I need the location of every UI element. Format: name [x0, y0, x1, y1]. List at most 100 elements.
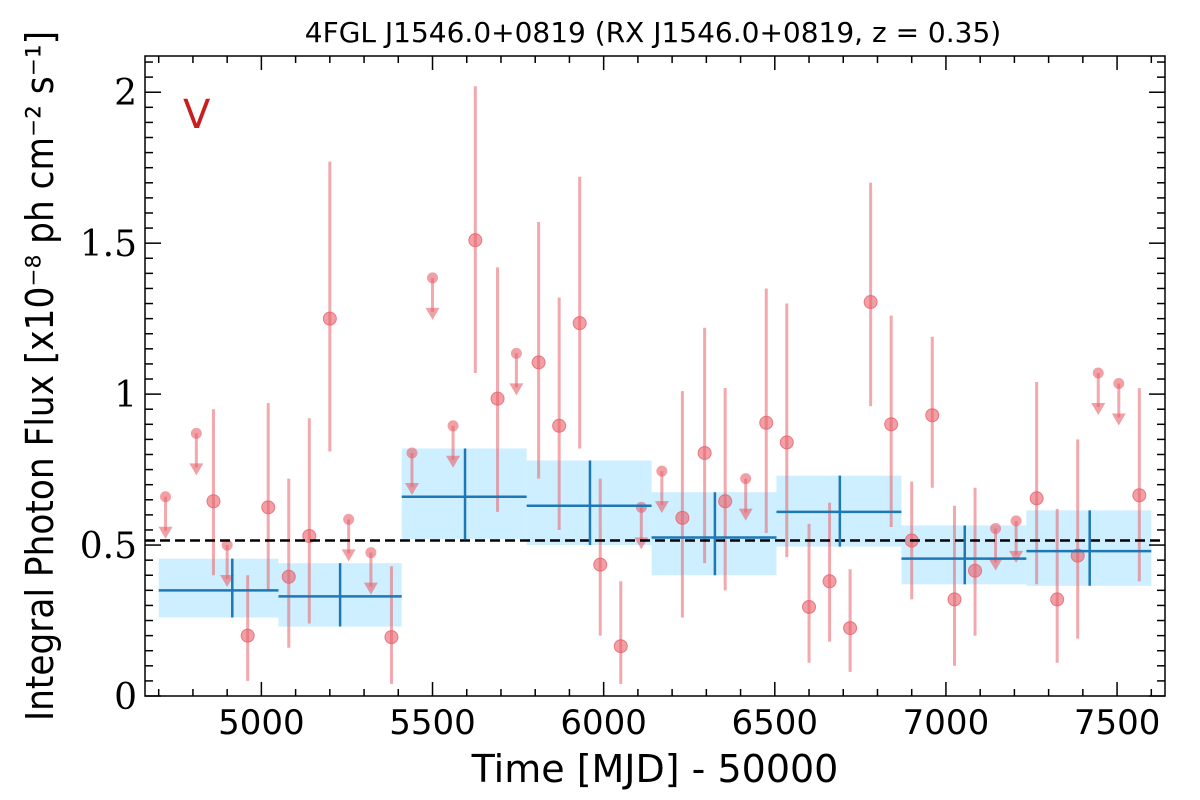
data-point: [925, 408, 940, 423]
y-tick-label: 0.5: [80, 526, 137, 567]
upper-limit-marker: [990, 522, 1002, 534]
data-point-group: [802, 523, 817, 663]
y-axis-label: Integral Photon Flux [x10⁻⁸ ph cm⁻² s⁻¹]: [18, 31, 62, 721]
data-point-group: [925, 336, 940, 488]
upper-limit-group: [446, 420, 461, 468]
data-point-group: [779, 303, 794, 558]
data-point: [261, 500, 276, 515]
data-point-group: [206, 409, 221, 576]
measurements-layer: [206, 86, 1147, 684]
data-point: [1029, 491, 1044, 506]
y-tick-labels: 0 0.5 1 1.5 2: [80, 73, 137, 718]
data-point-group: [947, 505, 962, 666]
data-point-group: [490, 267, 505, 512]
upper-limit-arrow: [158, 526, 173, 539]
x-tick-label: 7000: [903, 703, 990, 743]
bin-group: [401, 448, 527, 540]
upper-limit-marker: [343, 513, 355, 525]
upper-limit-group: [425, 272, 440, 320]
data-point: [322, 311, 337, 326]
bin-group: [158, 558, 279, 618]
upper-limit-group: [738, 473, 753, 521]
data-point-group: [613, 581, 628, 684]
data-point: [384, 630, 399, 645]
upper-limit-marker: [1113, 378, 1125, 390]
upper-limit-marker: [447, 420, 459, 432]
data-point-group: [675, 391, 690, 618]
upper-limit-marker: [656, 465, 668, 477]
data-point: [968, 563, 983, 578]
data-point: [593, 557, 608, 572]
data-point-group: [843, 569, 858, 672]
data-point-group: [240, 575, 255, 681]
bin-group: [651, 492, 777, 576]
data-point-group: [968, 487, 983, 636]
x-tick-label: 5500: [389, 703, 476, 743]
data-point-group: [322, 161, 337, 452]
upper-limit-arrow: [341, 549, 356, 562]
data-point-group: [261, 403, 276, 591]
upper-limit-arrow: [1091, 402, 1106, 415]
upper-limit-arrow: [446, 455, 461, 468]
upper-limit-marker: [1010, 515, 1022, 527]
data-point-group: [863, 182, 878, 407]
data-point: [1132, 488, 1147, 503]
upper-limit-arrow: [1009, 550, 1024, 563]
bin-box: [158, 558, 279, 618]
plot-frame: [144, 55, 1166, 697]
data-point: [468, 233, 483, 248]
upper-limit-marker: [365, 547, 377, 559]
data-point: [206, 494, 221, 509]
upper-limit-arrow: [220, 575, 235, 588]
upper-limit-marker: [406, 447, 418, 459]
upper-limit-arrow: [404, 482, 419, 495]
upper-limit-arrow: [654, 501, 669, 514]
upper-limit-arrow: [189, 463, 204, 476]
data-point: [843, 621, 858, 636]
upper-limit-marker: [510, 347, 522, 359]
upper-limit-group: [404, 447, 419, 495]
upper-limit-group: [363, 547, 378, 595]
data-point: [240, 628, 255, 643]
upper-limit-arrow: [988, 558, 1003, 571]
data-point: [718, 494, 733, 509]
panel-label: V: [183, 92, 211, 138]
data-point: [947, 592, 962, 607]
data-point-group: [281, 478, 296, 648]
y-tick-label: 2: [114, 73, 137, 114]
upper-limit-marker: [635, 501, 647, 513]
bin-group: [901, 525, 1027, 585]
data-point-group: [718, 388, 733, 591]
x-tick-label: 7500: [1074, 703, 1161, 743]
data-point: [675, 510, 690, 525]
data-point: [531, 355, 546, 370]
y-tick-label: 1: [114, 375, 137, 416]
data-point-group: [1050, 508, 1065, 663]
upper-limit-arrow: [363, 582, 378, 595]
data-point: [302, 529, 317, 543]
data-point-group: [1132, 388, 1147, 582]
upper-limit-group: [158, 491, 173, 539]
data-point-group: [884, 315, 899, 527]
upper-limit-marker: [160, 491, 172, 503]
bin-group: [1026, 510, 1152, 586]
upper-limit-group: [189, 427, 204, 476]
data-point-group: [468, 86, 483, 373]
data-point-group: [302, 418, 317, 624]
data-point: [802, 599, 817, 614]
data-point: [490, 391, 505, 406]
data-point: [1050, 592, 1065, 607]
y-tick-label: 0: [114, 677, 137, 718]
data-point: [884, 417, 899, 432]
upper-limit-group: [509, 347, 524, 396]
data-point: [613, 639, 628, 654]
data-point: [572, 316, 587, 331]
upper-limit-arrow: [509, 383, 524, 396]
binned-flux-layer: [158, 448, 1152, 627]
data-point: [779, 435, 794, 450]
data-point-group: [697, 327, 712, 564]
y-tick-label: 1.5: [80, 224, 137, 265]
data-point: [1070, 548, 1085, 563]
